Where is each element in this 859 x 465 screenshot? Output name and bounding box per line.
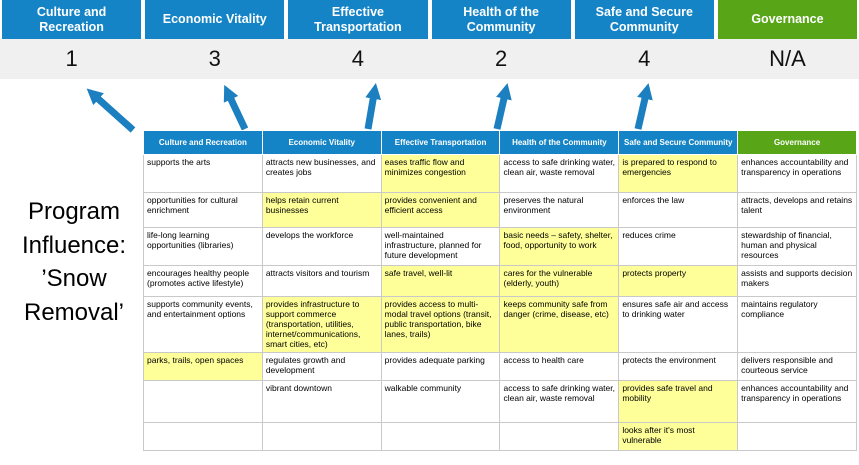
- matrix-cell: eases traffic flow and minimizes congest…: [380, 154, 501, 193]
- matrix-header-effective-transportation: Effective Transportation: [380, 130, 501, 155]
- matrix-cell: keeps community safe from danger (crime,…: [499, 296, 620, 353]
- matrix-cell: delivers responsible and courteous servi…: [737, 352, 857, 381]
- matrix-cell: enhances accountability and transparency…: [737, 154, 857, 193]
- matrix-row-4: encourages healthy people (promotes acti…: [143, 265, 857, 297]
- matrix-header-culture-and-recreation: Culture and Recreation: [143, 130, 263, 155]
- matrix-cell-empty: [143, 422, 263, 451]
- matrix-cell-empty: [143, 380, 263, 423]
- matrix-cell: encourages healthy people (promotes acti…: [143, 265, 263, 297]
- influence-arrows: [86, 82, 653, 133]
- matrix-header-governance: Governance: [737, 130, 857, 155]
- matrix-cell: provides safe travel and mobility: [618, 380, 739, 423]
- matrix-cell: provides convenient and efficient access: [380, 192, 501, 228]
- matrix-cell: vibrant downtown: [261, 380, 382, 423]
- matrix-cell: opportunities for cultural enrichment: [143, 192, 263, 228]
- influence-arrow-5: [634, 83, 653, 130]
- pillar-governance: Governance: [717, 0, 858, 39]
- matrix-cell: access to safe drinking water, clean air…: [499, 154, 620, 193]
- pillar-effective-transportation: Effective Transportation: [288, 0, 428, 39]
- influence-arrow-1: [86, 88, 136, 133]
- matrix-cell: provides infrastructure to support comme…: [261, 296, 382, 353]
- matrix-cell: basic needs – safety, shelter, food, opp…: [499, 227, 620, 266]
- matrix-cell: attracts visitors and tourism: [261, 265, 382, 297]
- matrix-row-7: vibrant downtown walkable community access…: [143, 380, 857, 423]
- matrix-cell: safe travel, well-lit: [380, 265, 501, 297]
- score-safe-and-secure-community: 4: [638, 46, 651, 71]
- matrix-cell: regulates growth and development: [261, 352, 382, 381]
- score-economic-vitality: 3: [208, 46, 221, 71]
- matrix-cell: supports the arts: [143, 154, 263, 193]
- matrix-cell: well-maintained infrastructure, planned …: [380, 227, 501, 266]
- matrix-row-1: supports the arts attracts new businesses…: [143, 154, 857, 193]
- pillar-economic-vitality: Economic Vitality: [145, 0, 285, 39]
- matrix-cell: looks after it's most vulnerable: [618, 422, 739, 451]
- influence-matrix: Culture and Recreation Economic Vitality E…: [143, 130, 857, 451]
- matrix-cell-empty: [261, 422, 382, 451]
- matrix-cell: preserves the natural environment: [499, 192, 620, 228]
- matrix-cell-empty: [499, 422, 620, 451]
- matrix-cell: maintains regulatory compliance: [737, 296, 857, 353]
- matrix-header-safe-and-secure-community: Safe and Secure Community: [618, 130, 739, 155]
- matrix-row-6: parks, trails, open spaces regulates grow…: [143, 352, 857, 381]
- matrix-cell: access to health care: [499, 352, 620, 381]
- matrix-cell: stewardship of financial, human and phys…: [737, 227, 857, 266]
- matrix-cell: develops the workforce: [261, 227, 382, 266]
- matrix-cell: ensures safe air and access to drinking …: [618, 296, 739, 353]
- pillar-culture-and-recreation: Culture and Recreation: [2, 0, 142, 39]
- score-culture-and-recreation: 1: [65, 46, 78, 71]
- score-row: 1 3 4 2 4 N/A: [0, 39, 859, 79]
- matrix-header-row: Culture and Recreation Economic Vitality E…: [143, 130, 857, 155]
- matrix-cell: protects the environment: [618, 352, 739, 381]
- influence-arrow-4: [493, 83, 512, 130]
- matrix-cell: enforces the law: [618, 192, 739, 228]
- matrix-row-2: opportunities for cultural enrichment hel…: [143, 192, 857, 228]
- matrix-cell: provides access to multi-modal travel op…: [380, 296, 501, 353]
- matrix-body: supports the arts attracts new businesses…: [143, 154, 857, 451]
- matrix-cell: assists and supports decision makers: [737, 265, 857, 297]
- matrix-cell: attracts new businesses, and creates job…: [261, 154, 382, 193]
- matrix-cell: walkable community: [380, 380, 501, 423]
- matrix-cell-empty: [737, 422, 857, 451]
- matrix-cell: provides adequate parking: [380, 352, 501, 381]
- matrix-cell: is prepared to respond to emergencies: [618, 154, 739, 193]
- matrix-cell: supports community events, and entertain…: [143, 296, 263, 353]
- matrix-row-8: looks after it's most vulnerable: [143, 422, 857, 451]
- score-health-of-the-community: 2: [494, 46, 508, 71]
- matrix-cell: reduces crime: [618, 227, 739, 266]
- matrix-header-health-of-the-community: Health of the Community: [499, 130, 620, 155]
- pillar-header-row: Culture and Recreation Economic Vitality E…: [0, 0, 859, 39]
- influence-arrow-3: [364, 82, 382, 130]
- matrix-row-5: supports community events, and entertain…: [143, 296, 857, 353]
- matrix-cell: enhances accountability and transparency…: [737, 380, 857, 423]
- pillar-health-of-the-community: Health of the Community: [431, 0, 571, 39]
- matrix-header-economic-vitality: Economic Vitality: [261, 130, 382, 155]
- matrix-cell-empty: [380, 422, 501, 451]
- score-effective-transportation: 4: [351, 46, 365, 71]
- matrix-cell: protects property: [618, 265, 739, 297]
- pillar-safe-and-secure-community: Safe and Secure Community: [574, 0, 714, 39]
- matrix-cell: life-long learning opportunities (librar…: [143, 227, 263, 266]
- matrix-row-3: life-long learning opportunities (librar…: [143, 227, 857, 266]
- matrix-cell: parks, trails, open spaces: [143, 352, 263, 381]
- matrix-cell: helps retain current businesses: [261, 192, 382, 228]
- matrix-cell: cares for the vulnerable (elderly, youth…: [499, 265, 620, 297]
- matrix-cell: access to safe drinking water, clean air…: [499, 380, 620, 423]
- program-label: Program Influence: ’Snow Removal’: [21, 198, 127, 326]
- influence-arrow-2: [223, 84, 249, 131]
- score-governance: N/A: [769, 46, 806, 71]
- matrix-cell: attracts, develops and retains talent: [737, 192, 857, 228]
